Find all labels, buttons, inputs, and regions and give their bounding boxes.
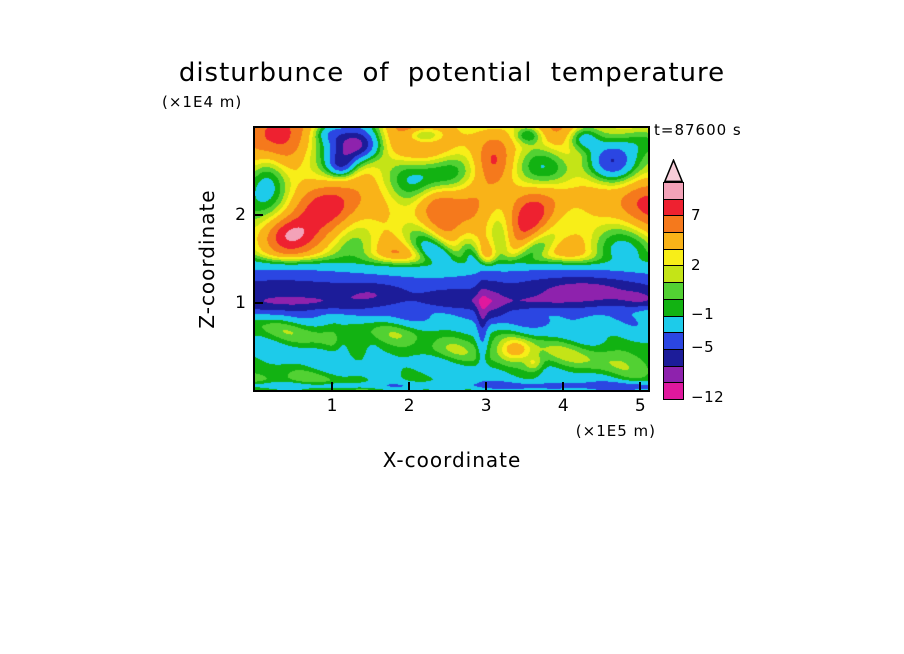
colorbar-segment bbox=[664, 183, 683, 200]
x-tick-label-4: 4 bbox=[557, 396, 569, 416]
z-axis-tick bbox=[255, 214, 263, 217]
y-axis-unit-label: (×1E4 m) bbox=[162, 93, 243, 111]
colorbar-arrow-shape bbox=[663, 159, 684, 182]
chart-title: disturbunce of potential temperature bbox=[178, 58, 726, 88]
x-axis-tick bbox=[485, 382, 488, 390]
colorbar-segment bbox=[664, 266, 683, 284]
contour-field-canvas bbox=[255, 128, 648, 390]
x-tick-label-3: 3 bbox=[480, 396, 492, 416]
x-axis-tick bbox=[408, 382, 411, 390]
colorbar-segment bbox=[664, 299, 683, 317]
colorbar-segment bbox=[664, 283, 683, 300]
colorbar-segment bbox=[664, 383, 683, 399]
x-axis-tick bbox=[562, 382, 565, 390]
colorbar-segment bbox=[664, 216, 683, 234]
colorbar-label-2: 2 bbox=[691, 255, 702, 274]
colorbar-arrow-icon bbox=[663, 159, 684, 182]
z-axis-tick bbox=[255, 301, 263, 304]
z-tick-label-2: 2 bbox=[235, 205, 246, 226]
colorbar-segment bbox=[664, 199, 683, 217]
colorbar-segment bbox=[664, 366, 683, 384]
colorbar-segment bbox=[664, 249, 683, 267]
colorbar bbox=[663, 182, 684, 400]
y-axis-title: Z-coordinate bbox=[195, 189, 219, 329]
colorbar-segment bbox=[664, 316, 683, 334]
plot-area bbox=[253, 126, 650, 392]
colorbar-label--1: −1 bbox=[691, 305, 715, 324]
x-tick-label-5: 5 bbox=[634, 396, 646, 416]
colorbar-segment bbox=[664, 333, 683, 350]
time-annotation: t=87600 s bbox=[654, 121, 742, 139]
colorbar-label-7: 7 bbox=[691, 206, 702, 225]
x-tick-label-1: 1 bbox=[326, 396, 338, 416]
colorbar-label--5: −5 bbox=[691, 338, 715, 357]
x-axis-unit-label: (×1E5 m) bbox=[575, 422, 656, 440]
z-tick-label-1: 1 bbox=[235, 292, 246, 313]
x-axis-tick bbox=[639, 382, 642, 390]
x-tick-label-2: 2 bbox=[403, 396, 415, 416]
colorbar-label--12: −12 bbox=[691, 388, 725, 406]
x-axis-title: X-coordinate bbox=[382, 448, 522, 472]
colorbar-segment bbox=[664, 349, 683, 367]
colorbar-segment bbox=[664, 233, 683, 250]
x-axis-tick bbox=[331, 382, 334, 390]
